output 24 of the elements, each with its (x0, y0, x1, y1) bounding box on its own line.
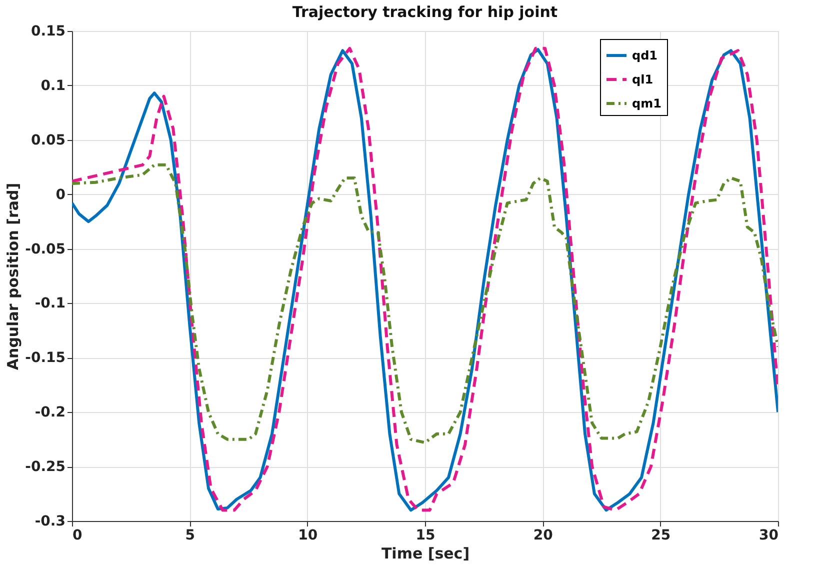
x-tick-label: 5 (185, 528, 196, 544)
y-axis-title: Angular position [rad] (4, 182, 22, 370)
y-tick-label: 0.05 (30, 132, 66, 148)
legend-label: qm1 (632, 96, 662, 110)
y-tick-label: -0.2 (34, 404, 66, 421)
x-tick-label: 25 (651, 528, 671, 544)
x-tick-label: 0 (72, 528, 82, 544)
y-tick-label: -0.15 (25, 350, 66, 366)
legend-label: ql1 (632, 72, 654, 86)
x-tick-label: 10 (298, 528, 318, 544)
y-tick-label: 0.15 (30, 24, 66, 40)
x-tick-label: 20 (533, 528, 554, 544)
y-tick-label: 0 (56, 186, 66, 203)
y-tick-label: -0.1 (34, 296, 66, 312)
y-tick-label: -0.05 (25, 241, 66, 258)
x-axis-title: Time [sec] (381, 544, 470, 562)
y-tick-label: -0.3 (34, 514, 66, 530)
line-series (72, 163, 778, 444)
y-tick-label: -0.25 (25, 459, 66, 476)
x-tick-label: 30 (759, 528, 779, 544)
y-tick-label: 0.1 (40, 78, 66, 94)
x-tick-label: 15 (416, 528, 436, 544)
legend-label: qd1 (632, 48, 658, 62)
chart-title: Trajectory tracking for hip joint (292, 3, 558, 21)
